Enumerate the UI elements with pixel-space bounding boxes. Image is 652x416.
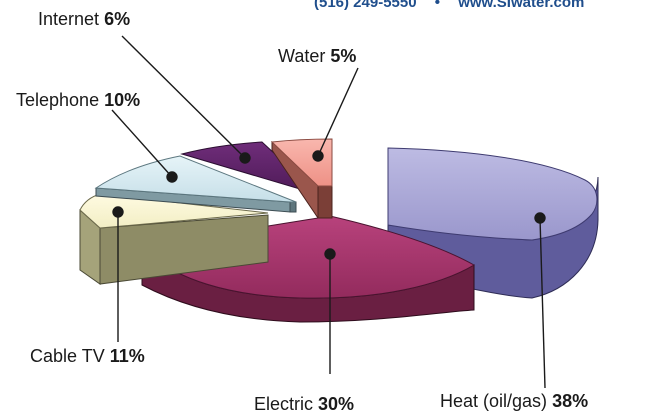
leader-internet: [121, 35, 246, 159]
dot-telephone: [166, 171, 178, 183]
label-internet-pct: 6%: [104, 9, 130, 29]
slice-cable-tv-side-front: [99, 214, 269, 285]
header-banner: (516) 249-5550 • www.SIwater.com: [314, 0, 652, 12]
label-heat-pct: 38%: [552, 391, 588, 411]
label-water: Water 5%: [278, 46, 356, 66]
slice-cable-tv-top: [79, 193, 269, 229]
leader-heat: [539, 217, 546, 389]
label-telephone: Telephone 10%: [16, 90, 140, 110]
label-heat-name: Heat (oil/gas): [440, 391, 547, 411]
slice-telephone: [94, 155, 297, 213]
label-telephone-pct: 10%: [104, 90, 140, 110]
label-water-name: Water: [278, 46, 325, 66]
slice-cable-tv: [79, 193, 269, 285]
separator-dot: •: [434, 0, 441, 11]
leader-telephone: [111, 109, 173, 178]
dot-water: [312, 150, 324, 162]
dot-heat: [534, 212, 546, 224]
dot-cable-tv: [112, 206, 124, 218]
label-heat: Heat (oil/gas) 38%: [440, 391, 588, 411]
phone-number: (516) 249-5550: [314, 0, 417, 11]
label-cable-tv-name: Cable TV: [30, 346, 105, 366]
slice-water-side-right: [317, 185, 333, 219]
leader-water: [317, 67, 359, 157]
slice-telephone-side-right: [289, 201, 297, 213]
label-internet-name: Internet: [38, 9, 99, 29]
label-water-pct: 5%: [330, 46, 356, 66]
dot-electric: [324, 248, 336, 260]
slice-heat-top: [387, 147, 598, 241]
label-telephone-name: Telephone: [16, 90, 99, 110]
label-electric: Electric 30%: [254, 394, 354, 414]
label-cable-tv-pct: 11%: [110, 346, 145, 366]
website-url[interactable]: www.SIwater.com: [458, 0, 585, 11]
label-electric-name: Electric: [254, 394, 313, 414]
slice-telephone-top: [94, 155, 297, 203]
label-electric-pct: 30%: [318, 394, 354, 414]
label-internet: Internet 6%: [38, 9, 130, 29]
label-cable-tv: Cable TV 11%: [30, 346, 145, 366]
dot-internet: [239, 152, 251, 164]
